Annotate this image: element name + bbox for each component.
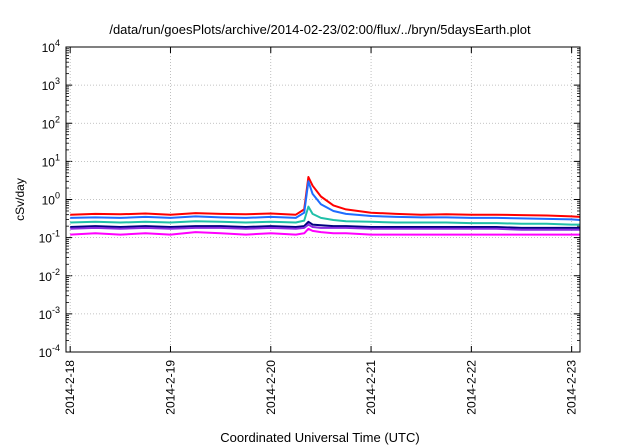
series-line-5 bbox=[70, 223, 580, 231]
y-tick-label: 103 bbox=[42, 76, 60, 93]
series-line-3 bbox=[70, 205, 580, 226]
plot-frame bbox=[65, 46, 581, 353]
x-tick-label: 2014-2-20 bbox=[264, 360, 278, 415]
y-tick-label: 104 bbox=[42, 38, 60, 55]
x-tick-label: 2014-2-18 bbox=[63, 360, 77, 415]
x-tick-label: 2014-2-23 bbox=[565, 360, 579, 415]
x-tick-label: 2014-2-19 bbox=[163, 360, 177, 415]
y-tick-label: 10-2 bbox=[39, 267, 60, 284]
series-line-4 bbox=[70, 220, 580, 229]
chart-title: /data/run/goesPlots/archive/2014-02-23/0… bbox=[109, 22, 531, 37]
y-tick-label: 10-4 bbox=[39, 343, 60, 360]
series-line-1 bbox=[70, 176, 581, 218]
y-tick-label: 102 bbox=[42, 114, 60, 131]
y-axis-label: cSv/day bbox=[13, 178, 27, 221]
y-tick-label: 100 bbox=[42, 191, 60, 208]
series-line-6 bbox=[70, 227, 580, 236]
y-tick-label: 10-3 bbox=[39, 305, 60, 322]
series-line-2 bbox=[70, 180, 581, 221]
x-tick-label: 2014-2-21 bbox=[364, 360, 378, 415]
x-tick-label: 2014-2-22 bbox=[464, 360, 478, 415]
y-tick-label: 101 bbox=[42, 152, 60, 169]
y-tick-label: 10-1 bbox=[39, 229, 60, 246]
x-axis-label: Coordinated Universal Time (UTC) bbox=[220, 430, 420, 445]
